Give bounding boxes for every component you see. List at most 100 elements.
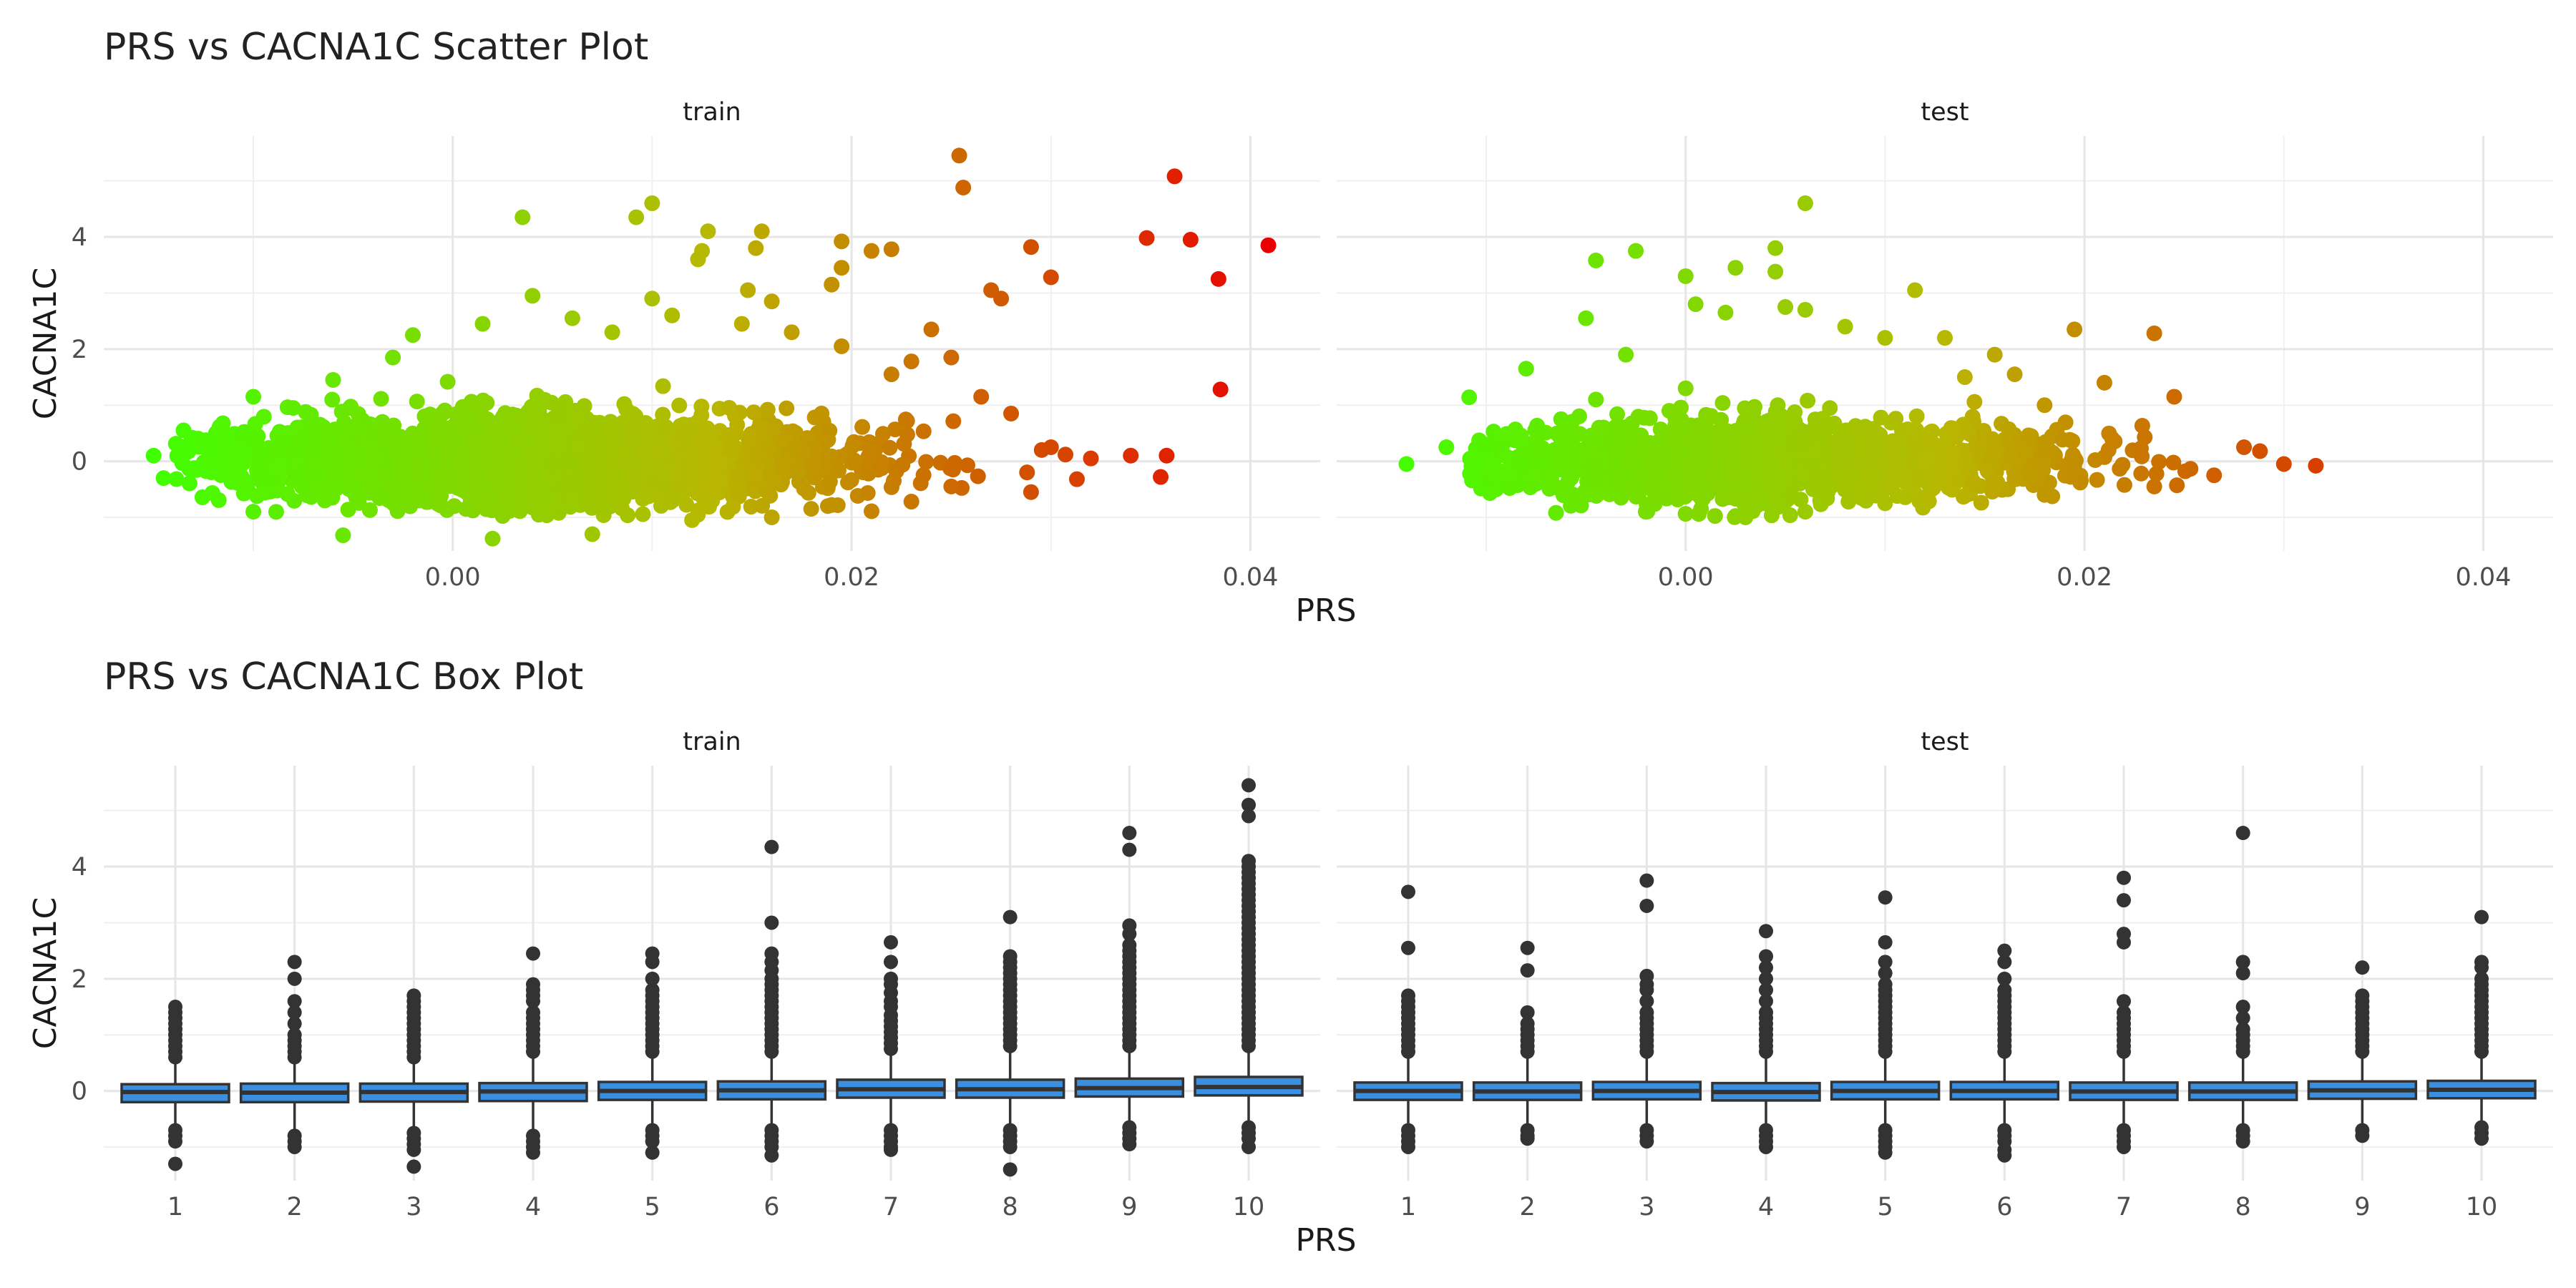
scatter-point — [874, 460, 890, 477]
scatter-point — [903, 494, 919, 510]
box-outlier — [1002, 1139, 1018, 1154]
scatter-point — [1488, 481, 1504, 497]
scatter-point — [566, 488, 582, 504]
scatter-point — [1741, 411, 1757, 428]
scatter-point — [1553, 411, 1569, 427]
scatter-point — [2134, 418, 2150, 434]
scatter-point — [1745, 431, 1762, 448]
scatter-point — [915, 423, 932, 439]
scatter-point — [1735, 494, 1752, 511]
scatter-point — [947, 454, 963, 471]
scatter-point — [1659, 490, 1675, 507]
scatter-point — [439, 374, 456, 390]
scatter-point — [753, 223, 770, 240]
scatter-point — [864, 503, 880, 519]
scatter-point — [644, 291, 660, 307]
box-outlier — [1878, 966, 1893, 980]
scatter-point — [684, 512, 701, 528]
scatter-point — [2006, 366, 2023, 383]
scatter-point — [625, 473, 641, 489]
scatter-point — [918, 454, 935, 470]
scatter-point — [180, 443, 197, 459]
scatter-point — [289, 419, 306, 436]
box-outlier — [2235, 955, 2250, 970]
scatter-point — [572, 411, 588, 427]
box-outlier — [764, 839, 779, 854]
box-x-tick-label: 9 — [1121, 1193, 1137, 1221]
box-outlier — [764, 915, 779, 930]
scatter-point — [268, 504, 284, 520]
scatter-point — [385, 349, 401, 366]
scatter-point — [824, 276, 840, 293]
box-outlier — [2235, 1134, 2250, 1149]
box-outlier — [1002, 1162, 1018, 1177]
scatter-point — [834, 260, 850, 276]
box-x-tick-label: 3 — [406, 1193, 421, 1221]
scatter-point — [2165, 454, 2182, 471]
box-outlier — [2117, 1139, 2131, 1154]
scatter-point — [973, 389, 990, 405]
scatter-point — [614, 453, 630, 469]
scatter-point — [492, 439, 508, 456]
box-outlier — [2355, 960, 2370, 975]
scatter-point — [272, 455, 288, 472]
scatter-point — [796, 444, 813, 461]
box-outlier — [1122, 1137, 1137, 1152]
scatter-point — [1682, 461, 1699, 477]
scatter-point — [1797, 195, 1813, 212]
scatter-point — [427, 413, 444, 429]
box-outlier — [2235, 966, 2250, 980]
scatter-point — [600, 423, 617, 439]
box-outlier — [1639, 873, 1654, 888]
scatter-point — [270, 482, 286, 498]
box-category-7 — [2069, 870, 2179, 1154]
scatter-point — [799, 430, 816, 447]
scatter-point — [1462, 466, 1478, 482]
box-category-1 — [120, 1000, 230, 1171]
scatter-point — [671, 397, 688, 414]
scatter-point — [2151, 454, 2167, 470]
scatter-point — [1548, 444, 1565, 460]
scatter-point — [1857, 419, 1873, 435]
scatter-point — [896, 436, 912, 452]
scatter-point — [351, 494, 367, 511]
scatter-point — [335, 527, 351, 544]
scatter-point — [1804, 457, 1820, 474]
box-outlier — [1639, 1134, 1654, 1149]
box-outlier — [1997, 971, 2012, 986]
scatter-point — [758, 482, 774, 499]
scatter-point — [1973, 494, 1989, 511]
scatter-point — [237, 473, 253, 489]
scatter-point — [1861, 480, 1878, 497]
box-x-tick-label: 1 — [1400, 1193, 1416, 1221]
scatter-point — [945, 413, 962, 429]
box-x-tick-label: 4 — [1758, 1193, 1774, 1221]
scatter-point — [1762, 472, 1778, 488]
scatter-point — [678, 497, 695, 513]
box-category-3 — [358, 988, 469, 1174]
scatter-point — [1484, 453, 1501, 469]
scatter-point — [604, 324, 620, 341]
scatter-point — [1921, 493, 1937, 509]
box-category-10 — [2426, 909, 2537, 1146]
scatter-point — [2308, 457, 2324, 474]
scatter-point — [2236, 439, 2253, 455]
box-category-5 — [597, 946, 708, 1160]
box-outlier — [526, 946, 540, 961]
scatter-point — [433, 483, 449, 499]
box-x-tick-label: 8 — [2235, 1193, 2251, 1221]
scatter-point — [1782, 507, 1798, 524]
scatter-x-tick-label: 0.02 — [2057, 563, 2112, 592]
box-x-tick-label: 6 — [1996, 1193, 2012, 1221]
scatter-point — [2169, 477, 2185, 494]
scatter-point — [2206, 467, 2223, 484]
scatter-point — [1840, 449, 1856, 466]
scatter-point — [721, 399, 738, 416]
scatter-point — [336, 414, 352, 431]
box-outlier — [1639, 994, 1654, 1009]
scatter-point — [1606, 462, 1622, 479]
scatter-point — [525, 288, 541, 304]
scatter-point — [671, 428, 688, 444]
box-category-2 — [1472, 940, 1583, 1146]
